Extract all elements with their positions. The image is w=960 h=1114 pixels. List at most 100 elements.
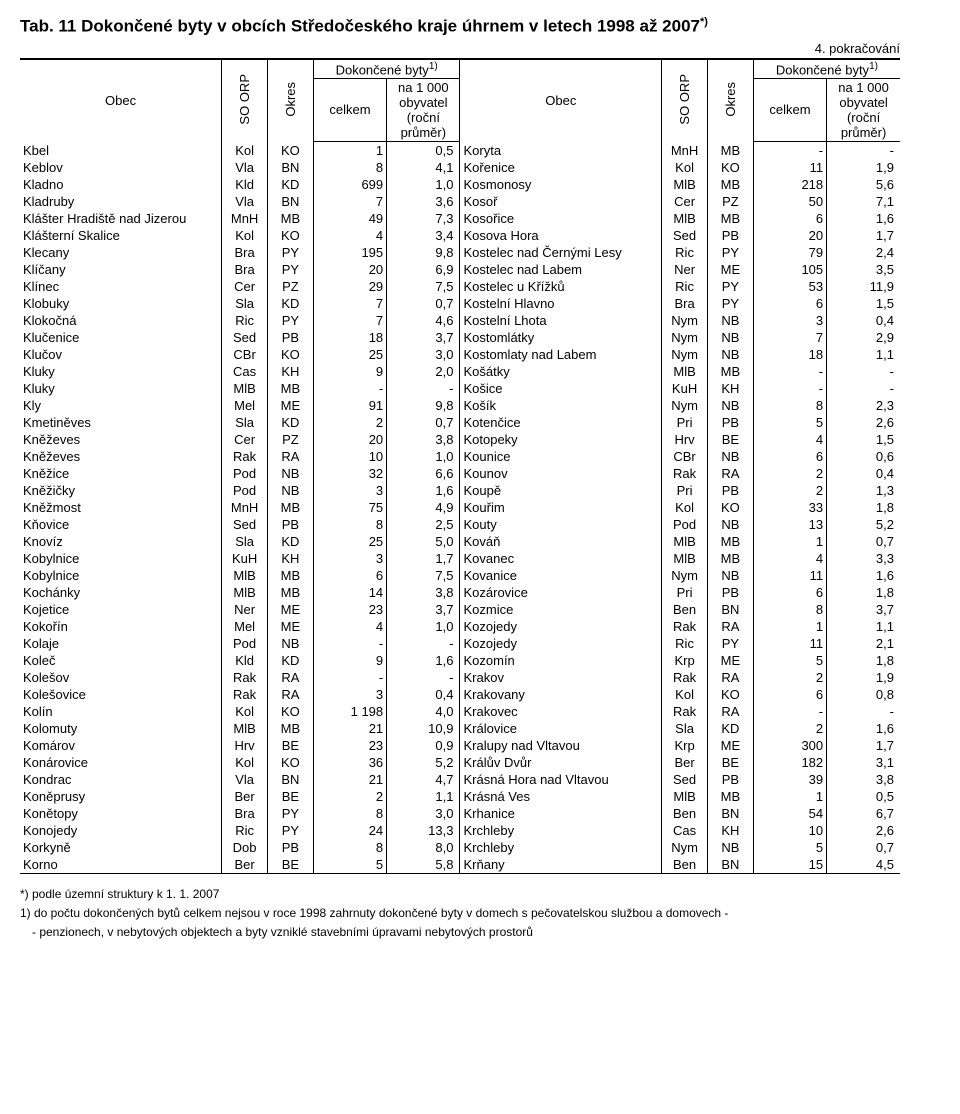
footnotes: *) podle územní struktury k 1. 1. 2007 1… (20, 886, 900, 940)
cell: Rak (222, 686, 268, 703)
cell: 13 (753, 516, 826, 533)
cell: 4,7 (387, 771, 460, 788)
cell: ME (268, 601, 314, 618)
cell: KO (268, 141, 314, 159)
cell: 4,6 (387, 312, 460, 329)
cell: 5,6 (827, 176, 900, 193)
cell: CBr (222, 346, 268, 363)
cell: Kojetice (20, 601, 222, 618)
cell: 6 (753, 584, 826, 601)
cell: MlB (662, 550, 708, 567)
cell: Ner (222, 601, 268, 618)
cell: 1,0 (387, 448, 460, 465)
cell: Kněžice (20, 465, 222, 482)
cell: 7 (753, 329, 826, 346)
cell: 1,7 (827, 737, 900, 754)
cell: 1,0 (387, 176, 460, 193)
cell: PY (268, 805, 314, 822)
hdr-group-1: Dokončené byty1) (313, 59, 460, 79)
cell: 0,5 (827, 788, 900, 805)
cell: NB (707, 346, 753, 363)
cell: 0,5 (387, 141, 460, 159)
table-row: KněžmostMnHMB754,9KouřimKolKO331,8 (20, 499, 900, 516)
cell: RA (268, 669, 314, 686)
cell: KO (707, 686, 753, 703)
table-row: KmetiněvesSlaKD20,7KotenčicePriPB52,6 (20, 414, 900, 431)
cell: MB (268, 380, 314, 397)
cell: PB (707, 414, 753, 431)
cell: 5 (313, 856, 386, 874)
cell: 1 (753, 618, 826, 635)
hdr-soorp-1: SO ORP (222, 59, 268, 142)
cell: 3,1 (827, 754, 900, 771)
cell: PY (268, 261, 314, 278)
cell: - (827, 363, 900, 380)
cell: PY (268, 244, 314, 261)
cell: 3 (753, 312, 826, 329)
cell: Pod (222, 482, 268, 499)
cell: 195 (313, 244, 386, 261)
cell: 8 (313, 516, 386, 533)
cell: BN (707, 601, 753, 618)
cell: Kořenice (460, 159, 662, 176)
cell: Koleč (20, 652, 222, 669)
cell: RA (707, 465, 753, 482)
table-row: KonároviceKolKO365,2Králův DvůrBerBE1823… (20, 754, 900, 771)
cell: Kondrac (20, 771, 222, 788)
table-row: Klášter Hradiště nad JizerouMnHMB497,3Ko… (20, 210, 900, 227)
cell: Ric (662, 635, 708, 652)
cell: Košátky (460, 363, 662, 380)
cell: PZ (268, 431, 314, 448)
cell: BE (268, 788, 314, 805)
cell: 6,9 (387, 261, 460, 278)
cell: 3 (313, 550, 386, 567)
cell: 0,8 (827, 686, 900, 703)
cell: Kosmonosy (460, 176, 662, 193)
cell: Sed (662, 771, 708, 788)
cell: Bra (222, 805, 268, 822)
cell: NB (707, 839, 753, 856)
cell: KO (268, 227, 314, 244)
table-row: KobylniceKuHKH31,7KovanecMlBMB43,3 (20, 550, 900, 567)
cell: MnH (222, 499, 268, 516)
cell: ME (707, 737, 753, 754)
cell: 1 (753, 533, 826, 550)
table-row: KonojedyRicPY2413,3KrchlebyCasKH102,6 (20, 822, 900, 839)
cell: 1,0 (387, 618, 460, 635)
cell: Hrv (222, 737, 268, 754)
cell: Krásná Hora nad Vltavou (460, 771, 662, 788)
cell: 10 (753, 822, 826, 839)
cell: Košice (460, 380, 662, 397)
cell: 9 (313, 652, 386, 669)
table-row: KlecanyBraPY1959,8Kostelec nad Černými L… (20, 244, 900, 261)
table-row: KlyMelME919,8KošíkNymNB82,3 (20, 397, 900, 414)
cell: PZ (268, 278, 314, 295)
cell: Krakovany (460, 686, 662, 703)
hdr-soorp-2: SO ORP (662, 59, 708, 142)
cell: 4,1 (387, 159, 460, 176)
cell: Vla (222, 159, 268, 176)
cell: KuH (662, 380, 708, 397)
cell: Kol (662, 499, 708, 516)
cell: PB (707, 227, 753, 244)
cell: Pri (662, 584, 708, 601)
cell: Cas (222, 363, 268, 380)
cell: 6 (753, 448, 826, 465)
cell: PY (707, 244, 753, 261)
cell: MB (707, 363, 753, 380)
cell: 3,0 (387, 346, 460, 363)
cell: 2,0 (387, 363, 460, 380)
cell: 1,6 (387, 482, 460, 499)
cell: Klobuky (20, 295, 222, 312)
cell: - (753, 380, 826, 397)
cell: 21 (313, 720, 386, 737)
cell: 1,3 (827, 482, 900, 499)
cell: BE (707, 431, 753, 448)
cell: KD (268, 295, 314, 312)
table-row: KněževesRakRA101,0KouniceCBrNB60,6 (20, 448, 900, 465)
cell: Kostelní Lhota (460, 312, 662, 329)
hdr-celkem-2: celkem (753, 78, 826, 141)
table-row: KněževesCerPZ203,8KotopekyHrvBE41,5 (20, 431, 900, 448)
cell: 1,9 (827, 159, 900, 176)
cell: 5,2 (387, 754, 460, 771)
